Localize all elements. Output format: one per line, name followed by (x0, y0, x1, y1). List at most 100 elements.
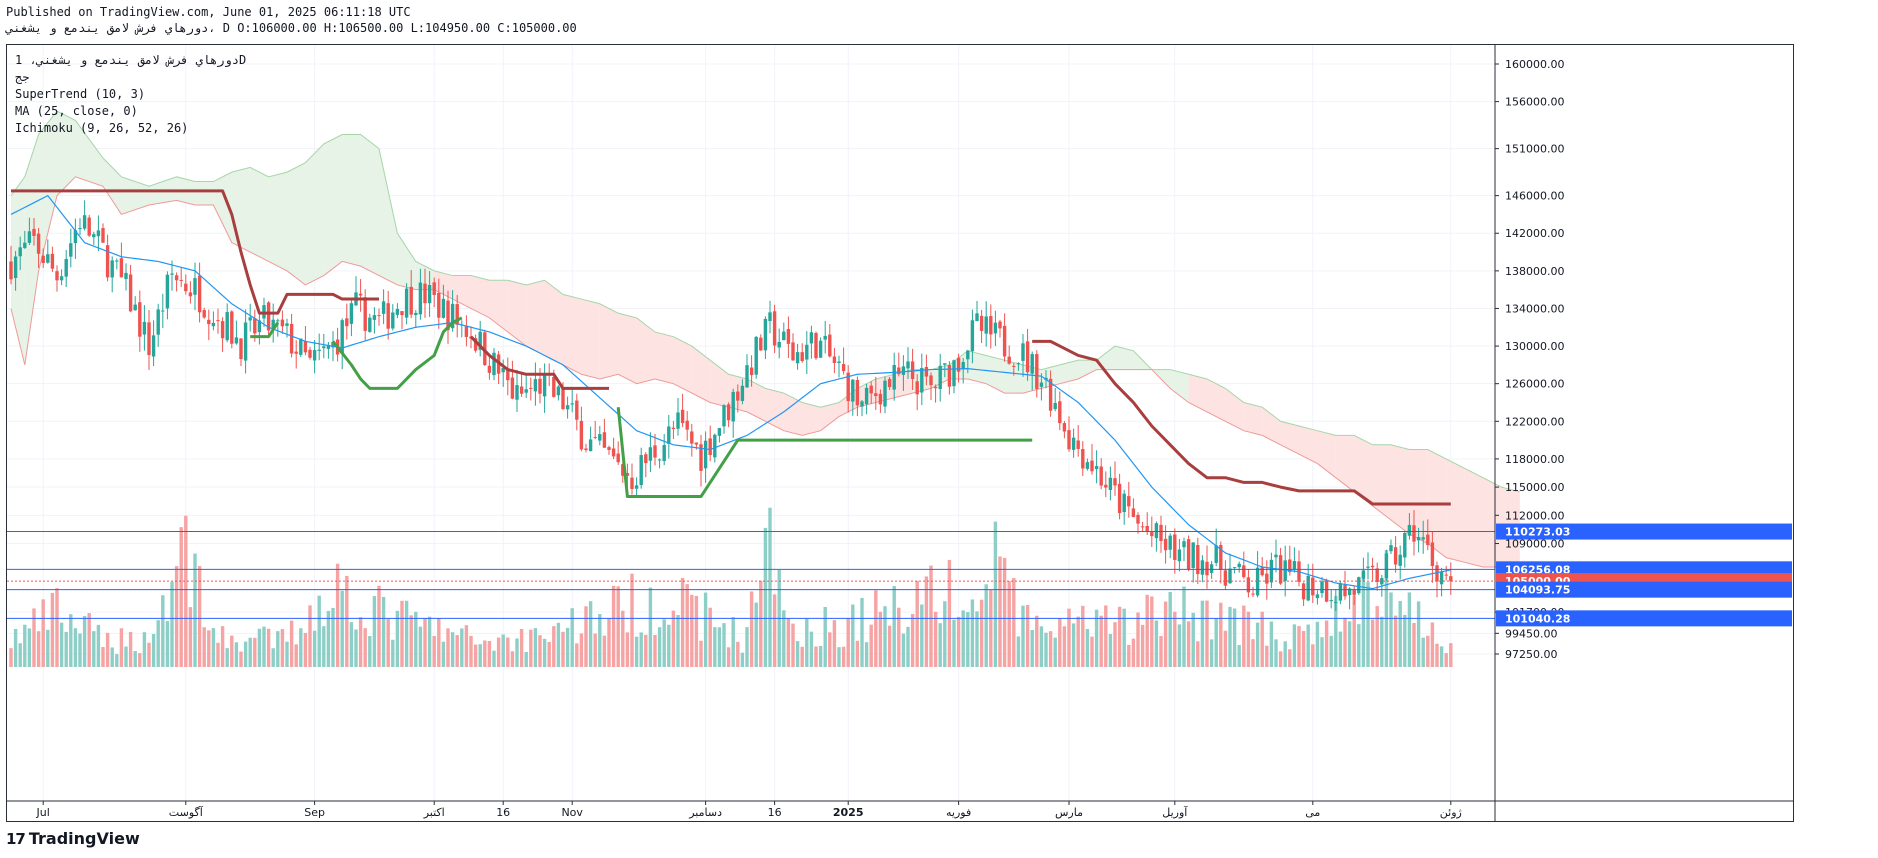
volume-bar (933, 611, 938, 667)
volume-bar (1320, 637, 1324, 667)
legend-supertrend[interactable]: SuperTrend (10, 3) (15, 87, 146, 101)
candle-body (1205, 561, 1209, 576)
candle-body (759, 337, 763, 351)
candle-body (662, 445, 666, 462)
candle-body (1324, 580, 1329, 602)
volume-bar (312, 630, 317, 667)
ichimoku-cloud-segment (250, 167, 269, 262)
candle-body (133, 304, 137, 311)
volume-bar (147, 642, 151, 667)
volume-bar (437, 617, 441, 667)
price-tick-label: 109000.00 (1505, 538, 1565, 551)
volume-bar (786, 618, 791, 667)
candle-body (1426, 534, 1430, 546)
candle-body (722, 405, 726, 427)
ichimoku-cloud-segment (802, 402, 821, 436)
volume-bar (782, 610, 786, 667)
legend-ma[interactable]: MA (25, close, 0) (15, 104, 138, 118)
volume-bar (694, 595, 699, 667)
volume-bar (745, 627, 749, 667)
candle-body (32, 228, 36, 236)
price-tick-label: 99450.00 (1505, 627, 1558, 640)
price-tick-label: 112000.00 (1505, 509, 1565, 522)
ichimoku-cloud-segment (57, 111, 76, 196)
price-tick-label: 126000.00 (1505, 378, 1565, 391)
volume-bar (243, 641, 248, 667)
volume-bar (1278, 651, 1283, 667)
candle-body (1012, 365, 1016, 367)
volume-bar (161, 595, 165, 667)
price-tick-label: 115000.00 (1505, 481, 1565, 494)
candle-body (280, 319, 285, 327)
price-chart[interactable]: 160000.00 156000.00 151000.00 146000.00 1420… (7, 45, 1793, 821)
volume-bar (1016, 636, 1021, 667)
candle-body (685, 420, 689, 430)
volume-bar (225, 648, 229, 667)
time-tick-label: 2025 (833, 806, 864, 819)
volume-bar (326, 610, 331, 667)
candle-body (248, 317, 252, 321)
candle-body (92, 234, 96, 238)
volume-bar (289, 620, 294, 667)
time-tick-label: آگوست (169, 805, 204, 819)
candle-body (1384, 553, 1389, 579)
candle-body (1288, 559, 1292, 573)
candle-body (1315, 594, 1320, 599)
candle-body (1237, 563, 1241, 568)
volume-bar (910, 613, 915, 667)
volume-bar (216, 642, 220, 667)
candle-body (55, 271, 59, 281)
volume-bar (561, 631, 565, 667)
candle-body (1228, 568, 1232, 584)
ichimoku-cloud-segment (618, 313, 637, 384)
ichimoku-cloud-segment (1317, 430, 1336, 478)
volume-bar (395, 610, 400, 667)
volume-bar (524, 652, 528, 667)
legend-ichimoku[interactable]: Ichimoku (9, 26, 52, 26) (15, 121, 189, 135)
volume-bar (110, 647, 114, 667)
ichimoku-cloud-segment (342, 134, 361, 267)
volume-bar (506, 637, 510, 667)
tradingview-logo[interactable]: 17 TradingView (6, 829, 140, 848)
volume-bar (1370, 619, 1375, 667)
volume-bar (1214, 618, 1218, 667)
candle-body (1025, 341, 1030, 373)
time-tick-label: فوریه (946, 806, 971, 819)
volume-bar (1393, 615, 1398, 667)
volume-bar (105, 632, 110, 667)
ichimoku-cloud-segment (783, 393, 803, 436)
candle-body (805, 344, 809, 360)
volume-bar (1398, 600, 1402, 667)
candle-body (1430, 542, 1435, 567)
volume-bar (533, 628, 538, 667)
ichimoku-cloud-segment (1059, 360, 1079, 384)
candle-body (230, 311, 234, 344)
legend-symbol[interactable]: دورهاي فرش لامق يندمع و يشغني، 1D (15, 53, 247, 67)
volume-bar (331, 607, 335, 667)
volume-bar (469, 635, 473, 667)
candle-body (1329, 600, 1333, 602)
candle-body (713, 434, 717, 458)
candle-body (524, 389, 528, 393)
candle-body (253, 318, 257, 334)
volume-bar (1301, 630, 1306, 667)
volume-bar (1044, 632, 1048, 667)
candle-body (621, 464, 625, 476)
volume-bar (73, 628, 78, 667)
chart-frame[interactable]: 160000.00 156000.00 151000.00 146000.00 1420… (6, 44, 1794, 822)
candle-body (372, 315, 377, 320)
candle-body (87, 217, 91, 236)
candle-body (777, 341, 781, 348)
ichimoku-cloud-segment (599, 303, 619, 379)
candle-body (478, 331, 482, 350)
volume-bar (1127, 644, 1131, 667)
candle-body (538, 378, 542, 394)
candle-body (754, 336, 758, 375)
volume-bar (1182, 586, 1186, 667)
candle-body (667, 426, 671, 444)
volume-bar (1269, 621, 1274, 667)
volume-bar (460, 628, 464, 667)
time-tick-label: اكتبر (423, 806, 445, 819)
candle-body (138, 302, 142, 337)
volume-bar (317, 595, 321, 667)
